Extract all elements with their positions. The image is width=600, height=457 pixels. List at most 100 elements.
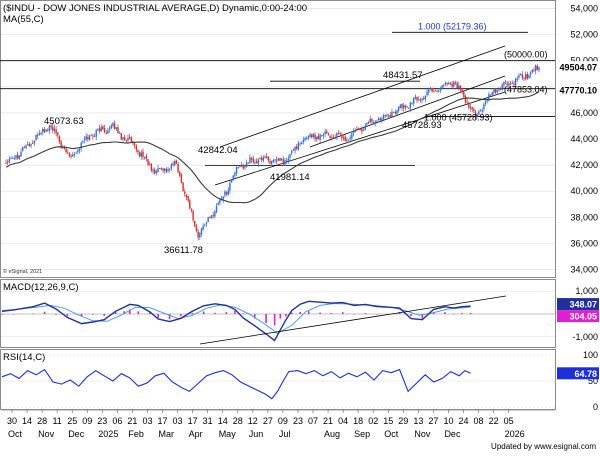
candle-body: [169, 168, 171, 170]
candle-body: [359, 129, 361, 130]
candle-body: [222, 196, 224, 200]
macd-histogram-bar: [157, 314, 159, 318]
candle-body: [372, 122, 375, 124]
candle-body: [286, 160, 288, 162]
rsi-grid: [1, 354, 555, 408]
candle-body: [317, 135, 320, 140]
candle-body: [391, 111, 393, 117]
candle-body: [53, 128, 56, 131]
macd-histogram-bar: [242, 313, 245, 314]
macd-grid: [1, 290, 555, 338]
candle-body: [491, 92, 493, 95]
macd-histogram-bar: [285, 314, 287, 317]
candle-body: [389, 115, 391, 117]
candle-body: [142, 151, 144, 158]
candle-body: [143, 156, 146, 158]
candle-body: [118, 132, 121, 134]
candle-body: [6, 161, 9, 163]
candle-body: [347, 139, 350, 141]
price-annotations: 45073.63 42842.04 41981.14 36611.78 48431.57…: [44, 70, 442, 256]
x-tick-label: 13: [413, 416, 423, 426]
candle-body: [170, 164, 173, 169]
candle-body: [307, 136, 310, 138]
macd-histogram-bar: [114, 311, 117, 314]
candle-body: [224, 191, 226, 196]
candle-body: [299, 143, 301, 145]
candle-body: [331, 137, 333, 139]
x-tick-label: 17: [157, 416, 167, 426]
candle-body: [35, 134, 37, 140]
candle-body: [377, 118, 380, 121]
candle-body: [534, 65, 537, 71]
candle-body: [311, 134, 313, 138]
candle-body: [75, 152, 77, 154]
candle-body: [244, 166, 246, 168]
candle-body: [68, 153, 71, 157]
candle-body: [108, 128, 111, 130]
candle-body: [501, 84, 503, 90]
candle-body: [219, 199, 221, 204]
candle-body: [47, 129, 49, 131]
macd-histogram-bar: [137, 311, 140, 314]
candle-body: [392, 111, 395, 113]
candle-body: [352, 130, 355, 134]
candle-body: [280, 158, 283, 161]
candle-body: [429, 88, 432, 90]
candle-body: [98, 128, 101, 132]
candle-body: [95, 130, 97, 137]
x-month-label: Dec: [444, 429, 461, 439]
candle-body: [174, 161, 176, 166]
x-tick-label: 25: [67, 416, 77, 426]
x-tick-label: 14: [22, 416, 32, 426]
candle-body: [234, 172, 236, 176]
macd-histogram-bar: [452, 313, 455, 315]
candle-body: [92, 135, 94, 137]
candle-body: [37, 134, 39, 136]
macd-histogram-bar: [469, 312, 472, 314]
signal-value-tag-bg: [557, 310, 599, 323]
x-month-label: 2026: [505, 429, 525, 439]
candle-body: [361, 129, 363, 132]
candle-body: [50, 125, 52, 128]
candle-body: [536, 65, 539, 70]
x-month-label: Jul: [279, 429, 291, 439]
macd-histogram-bar: [330, 313, 333, 314]
candle-body: [454, 82, 457, 84]
candle-body: [5, 162, 7, 164]
macd-histogram-bar: [191, 312, 194, 314]
macd-histogram-bar: [319, 312, 321, 314]
candle-body: [164, 168, 166, 171]
level-labels: 1.000 (52179.36) (50000.00) (47853.04) 1.00…: [418, 21, 548, 122]
price-tick-label: 46,000: [570, 108, 598, 118]
candle-body: [102, 126, 104, 129]
candle-body: [150, 163, 153, 171]
macd-histogram-bar: [214, 312, 216, 314]
candle-body: [291, 150, 293, 154]
candle-body: [8, 158, 11, 163]
rsi-tick-label: 0: [593, 402, 598, 412]
x-tick-label: 03: [142, 416, 152, 426]
x-tick-label: 04: [338, 416, 348, 426]
x-tick-label: 27: [263, 416, 273, 426]
candle-body: [446, 82, 448, 85]
macd-title: MACD(12,26,9,C): [3, 282, 79, 293]
price-tick-label: 44,000: [570, 134, 598, 144]
candle-body: [459, 85, 462, 90]
candle-body: [147, 159, 149, 165]
rsi-title: RSI(14,C): [3, 352, 45, 363]
candle-body: [506, 83, 508, 86]
x-tick-label: 28: [37, 416, 47, 426]
candle-body: [182, 182, 184, 192]
value-tags: 49504.07 47770.10 348.07 304.05 64.78: [557, 61, 599, 380]
macd-histogram-bar: [299, 311, 301, 314]
x-tick-label: 18: [353, 416, 363, 426]
candle-body: [346, 139, 348, 141]
candle-body: [217, 203, 219, 205]
level-label: 1.000 (45728.93): [424, 112, 493, 122]
x-month-label: Dec: [68, 429, 85, 439]
candle-body: [275, 159, 278, 161]
candle-body: [52, 126, 54, 131]
trendline-upper: [219, 45, 506, 148]
x-tick-label: 05: [504, 416, 514, 426]
x-tick-label: 24: [458, 416, 468, 426]
